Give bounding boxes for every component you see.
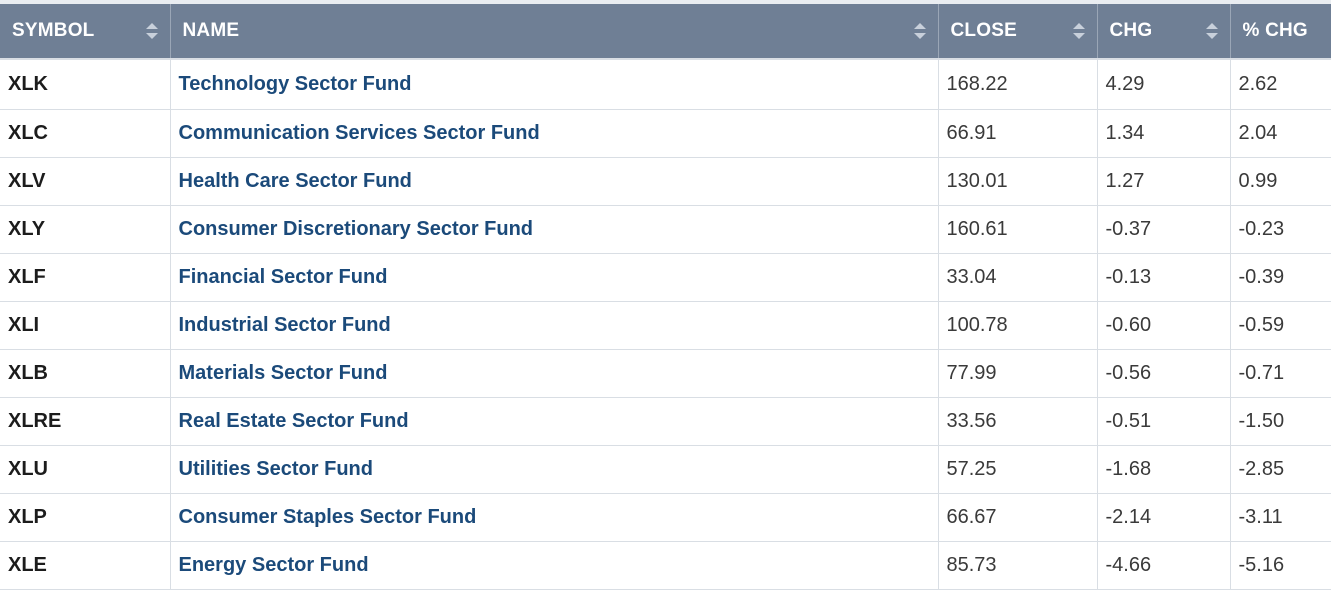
column-header-label: NAME [182,20,240,41]
name-cell: Communication Services Sector Fund [169,109,938,158]
pct-chg-cell: -3.11 [1229,493,1331,542]
name-cell: Technology Sector Fund [169,58,938,110]
table-row: XLK Technology Sector Fund 168.22 4.29 2.62 [0,58,1331,110]
sort-icon[interactable] [913,23,926,39]
fund-name-link[interactable]: Utilities Sector Fund [178,457,373,480]
table-row: XLI Industrial Sector Fund 100.78 -0.60 -0.5… [0,301,1331,350]
table-row: XLV Health Care Sector Fund 130.01 1.27 0.99 [0,157,1331,206]
chg-cell: -0.56 [1096,349,1230,398]
column-header-close[interactable]: CLOSE [937,0,1097,59]
pct-chg-cell: -0.59 [1229,301,1331,350]
chg-cell: -0.13 [1096,253,1230,302]
column-header-label: % CHG [1242,20,1308,41]
chg-cell: 4.29 [1096,58,1230,110]
pct-chg-cell: -1.50 [1229,397,1331,446]
column-header-pct-chg[interactable]: % CHG [1229,0,1331,59]
pct-chg-cell: -0.39 [1229,253,1331,302]
name-cell: Real Estate Sector Fund [169,397,938,446]
symbol-cell: XLY [0,205,170,254]
fund-name-link[interactable]: Real Estate Sector Fund [178,409,409,432]
table-header: SYMBOL NAME CLOSE CHG % CHG [0,0,1331,59]
close-cell: 33.04 [937,253,1097,302]
table-body: XLK Technology Sector Fund 168.22 4.29 2.62 X… [0,58,1331,590]
fund-name-link[interactable]: Industrial Sector Fund [178,313,391,336]
symbol-cell: XLRE [0,397,170,446]
name-cell: Materials Sector Fund [169,349,938,398]
table-row: XLU Utilities Sector Fund 57.25 -1.68 -2.85 [0,445,1331,494]
symbol-cell: XLE [0,541,170,590]
name-cell: Consumer Discretionary Sector Fund [169,205,938,254]
table-row: XLRE Real Estate Sector Fund 33.56 -0.51 -1.… [0,397,1331,446]
symbol-cell: XLB [0,349,170,398]
column-header-label: SYMBOL [12,20,95,41]
table-row: XLY Consumer Discretionary Sector Fund 160… [0,205,1331,254]
symbol-cell: XLK [0,58,170,110]
close-cell: 130.01 [937,157,1097,206]
symbol-cell: XLV [0,157,170,206]
pct-chg-cell: 2.62 [1229,58,1331,110]
fund-name-link[interactable]: Communication Services Sector Fund [178,121,540,144]
sort-icon[interactable] [1205,23,1218,39]
fund-name-link[interactable]: Health Care Sector Fund [178,169,412,192]
fund-name-link[interactable]: Energy Sector Fund [178,553,369,576]
fund-name-link[interactable]: Financial Sector Fund [178,265,388,288]
close-cell: 77.99 [937,349,1097,398]
symbol-cell: XLU [0,445,170,494]
pct-chg-cell: 2.04 [1229,109,1331,158]
name-cell: Energy Sector Fund [169,541,938,590]
chg-cell: 1.27 [1096,157,1230,206]
symbol-cell: XLF [0,253,170,302]
close-cell: 33.56 [937,397,1097,446]
chg-cell: 1.34 [1096,109,1230,158]
symbol-cell: XLC [0,109,170,158]
close-cell: 57.25 [937,445,1097,494]
header-row: SYMBOL NAME CLOSE CHG % CHG [0,0,1331,59]
fund-name-link[interactable]: Consumer Discretionary Sector Fund [178,217,534,240]
name-cell: Consumer Staples Sector Fund [169,493,938,542]
table-row: XLB Materials Sector Fund 77.99 -0.56 -0.71 [0,349,1331,398]
column-header-symbol[interactable]: SYMBOL [0,0,170,59]
column-header-chg[interactable]: CHG [1096,0,1230,59]
chg-cell: -0.37 [1096,205,1230,254]
name-cell: Financial Sector Fund [169,253,938,302]
name-cell: Industrial Sector Fund [169,301,938,350]
close-cell: 66.67 [937,493,1097,542]
fund-name-link[interactable]: Technology Sector Fund [178,72,412,95]
close-cell: 160.61 [937,205,1097,254]
column-header-label: CHG [1109,20,1153,41]
chg-cell: -4.66 [1096,541,1230,590]
table-row: XLF Financial Sector Fund 33.04 -0.13 -0.39 [0,253,1331,302]
table-row: XLE Energy Sector Fund 85.73 -4.66 -5.16 [0,541,1331,590]
chg-cell: -1.68 [1096,445,1230,494]
table-row: XLP Consumer Staples Sector Fund 66.67 -2.1… [0,493,1331,542]
close-cell: 100.78 [937,301,1097,350]
sort-icon[interactable] [145,23,158,39]
pct-chg-cell: -0.23 [1229,205,1331,254]
chg-cell: -2.14 [1096,493,1230,542]
symbol-cell: XLI [0,301,170,350]
column-header-name[interactable]: NAME [169,0,938,59]
column-header-label: CLOSE [950,20,1017,41]
fund-name-link[interactable]: Consumer Staples Sector Fund [178,505,477,528]
fund-name-link[interactable]: Materials Sector Fund [178,361,388,384]
pct-chg-cell: 0.99 [1229,157,1331,206]
symbol-cell: XLP [0,493,170,542]
table-row: XLC Communication Services Sector Fund 66.… [0,109,1331,158]
pct-chg-cell: -2.85 [1229,445,1331,494]
close-cell: 66.91 [937,109,1097,158]
chg-cell: -0.60 [1096,301,1230,350]
close-cell: 168.22 [937,58,1097,110]
name-cell: Utilities Sector Fund [169,445,938,494]
pct-chg-cell: -5.16 [1229,541,1331,590]
close-cell: 85.73 [937,541,1097,590]
pct-chg-cell: -0.71 [1229,349,1331,398]
chg-cell: -0.51 [1096,397,1230,446]
name-cell: Health Care Sector Fund [169,157,938,206]
sort-icon[interactable] [1072,23,1085,39]
